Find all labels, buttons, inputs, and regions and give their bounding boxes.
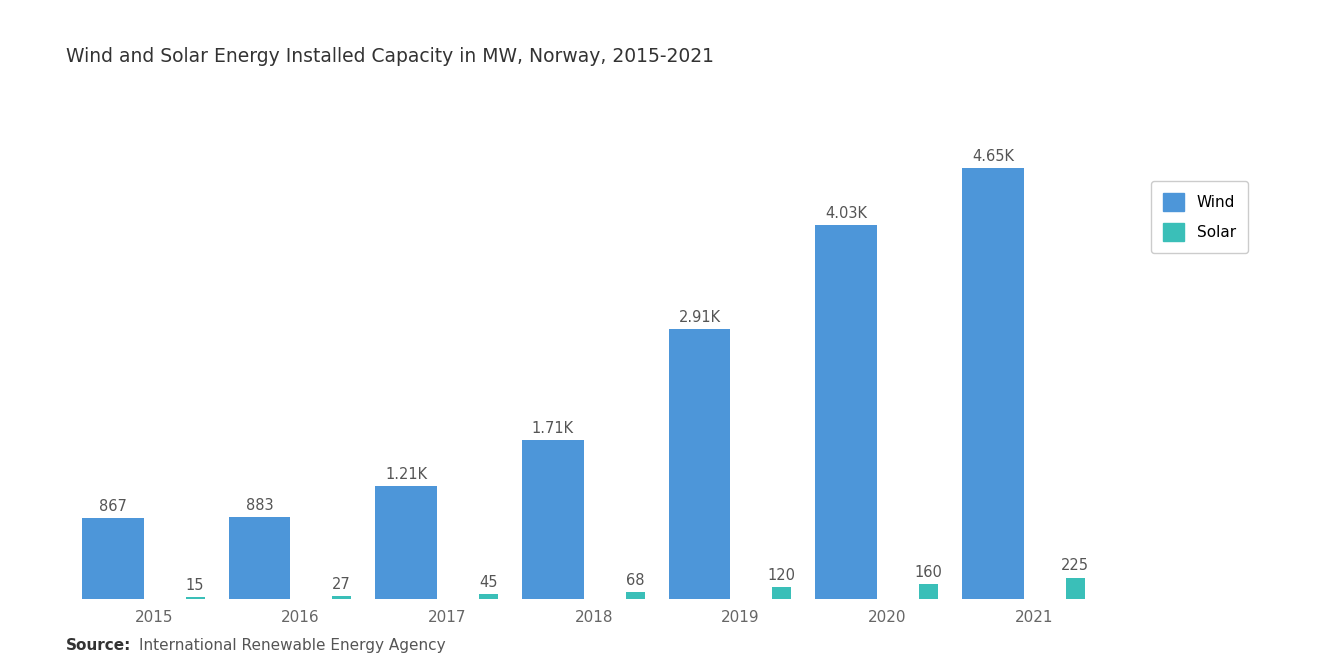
- Text: 68: 68: [626, 573, 644, 588]
- Bar: [962, 168, 1024, 598]
- Bar: [816, 225, 876, 598]
- Bar: [479, 595, 498, 598]
- Bar: [626, 593, 644, 598]
- Bar: [523, 440, 583, 598]
- Legend: Wind, Solar: Wind, Solar: [1151, 181, 1247, 253]
- Text: 867: 867: [99, 499, 127, 514]
- Bar: [186, 597, 205, 598]
- Text: 1.71K: 1.71K: [532, 421, 574, 436]
- Bar: [1065, 578, 1085, 598]
- Text: 45: 45: [479, 575, 498, 590]
- Text: 883: 883: [246, 497, 273, 513]
- Text: 4.03K: 4.03K: [825, 206, 867, 221]
- Text: Wind and Solar Energy Installed Capacity in MW, Norway, 2015-2021: Wind and Solar Energy Installed Capacity…: [66, 47, 714, 66]
- Bar: [228, 517, 290, 598]
- Bar: [375, 486, 437, 598]
- Text: 225: 225: [1061, 559, 1089, 573]
- Text: 27: 27: [333, 577, 351, 592]
- Text: 15: 15: [186, 578, 205, 593]
- Bar: [333, 596, 351, 598]
- Text: Source:: Source:: [66, 638, 132, 654]
- Text: 160: 160: [915, 565, 942, 579]
- Text: 2.91K: 2.91K: [678, 310, 721, 325]
- Bar: [919, 584, 939, 598]
- Text: 4.65K: 4.65K: [972, 148, 1014, 164]
- Text: 1.21K: 1.21K: [385, 467, 428, 482]
- Text: 120: 120: [768, 568, 796, 583]
- Bar: [82, 518, 144, 598]
- Text: International Renewable Energy Agency: International Renewable Energy Agency: [139, 638, 445, 654]
- Bar: [669, 329, 730, 598]
- Bar: [772, 587, 791, 599]
